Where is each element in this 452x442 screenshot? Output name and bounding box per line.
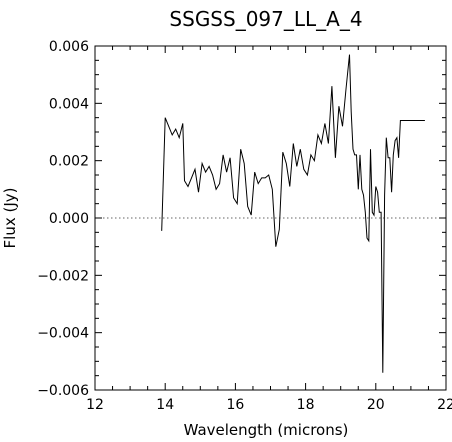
y-tick-label: 0.002 bbox=[49, 154, 89, 170]
x-tick-label: 12 bbox=[86, 397, 104, 413]
y-tick-label: −0.004 bbox=[37, 326, 89, 342]
y-tick-label: 0.000 bbox=[49, 211, 89, 227]
y-axis-ticks: −0.006 −0.004 −0.002 0.000 0.002 0.004 0.006 bbox=[37, 39, 446, 399]
x-tick-label: 22 bbox=[437, 397, 452, 413]
x-axis-ticks: 12 14 16 18 20 22 bbox=[86, 46, 452, 413]
x-tick-label: 14 bbox=[156, 397, 174, 413]
y-tick-label: −0.006 bbox=[37, 383, 89, 399]
y-axis-label: Flux (Jy) bbox=[1, 188, 19, 249]
x-axis-label: Wavelength (microns) bbox=[184, 421, 349, 439]
x-tick-label: 18 bbox=[297, 397, 315, 413]
flux-series-line bbox=[161, 54, 425, 373]
y-tick-label: 0.004 bbox=[49, 96, 89, 112]
y-tick-label: −0.002 bbox=[37, 268, 89, 284]
y-tick-label: 0.006 bbox=[49, 39, 89, 55]
x-tick-label: 16 bbox=[226, 397, 244, 413]
x-tick-label: 20 bbox=[367, 397, 385, 413]
chart-title: SSGSS_097_LL_A_4 bbox=[169, 7, 362, 31]
